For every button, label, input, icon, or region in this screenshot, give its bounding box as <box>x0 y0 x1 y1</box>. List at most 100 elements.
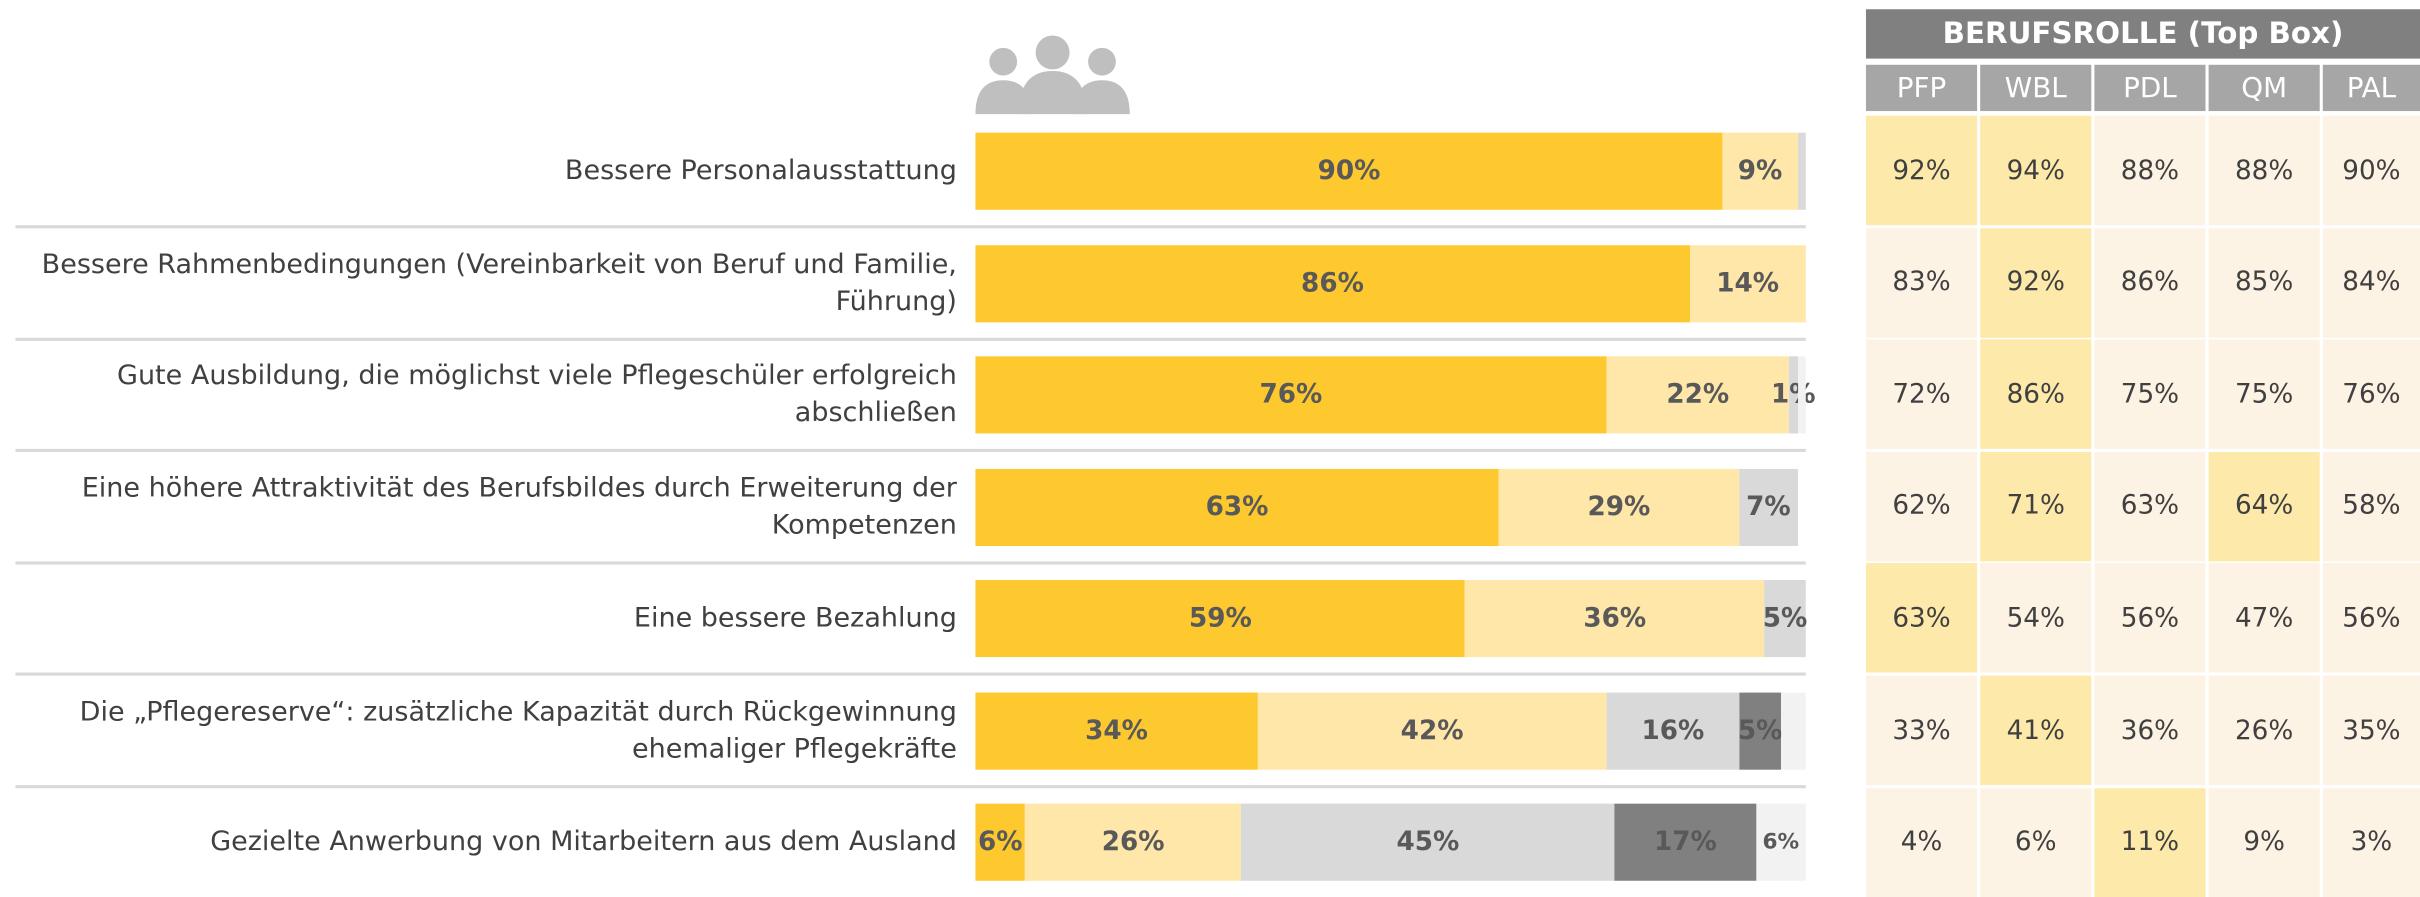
table-cell: 33% <box>1865 675 1978 786</box>
data-label: 42% <box>1400 714 1464 746</box>
category-label: Die „Pflegereserve“: zusätzliche Kapazit… <box>79 696 957 765</box>
table-cell: 54% <box>1980 563 2092 674</box>
bar-segment <box>975 356 1607 434</box>
data-label: 76% <box>1259 379 1323 411</box>
data-label: 1% <box>1771 379 1816 411</box>
table-cell: 63% <box>1865 563 1978 674</box>
table-cell: 71% <box>1980 451 2092 562</box>
bar-segment <box>1689 244 1806 322</box>
table-cell: 62% <box>1865 451 1978 562</box>
bar-segment <box>1739 468 1798 546</box>
bar-segment <box>1498 468 1740 546</box>
table-cell: 84% <box>2322 227 2420 338</box>
table-cell: 88% <box>2208 115 2320 226</box>
bar-segment <box>1722 132 1798 210</box>
category-label: Eine bessere Bezahlung <box>633 603 957 634</box>
bar-segment <box>975 244 1690 322</box>
bar-segment <box>1025 803 1242 881</box>
table-cell: 47% <box>2208 563 2320 674</box>
table-cell: 6% <box>1980 787 2092 897</box>
table-cell: 3% <box>2322 787 2420 897</box>
column-header: QM <box>2208 64 2320 112</box>
bar-segment <box>975 803 1026 881</box>
row-separator <box>15 784 1806 788</box>
table-cell: 4% <box>1865 787 1978 897</box>
bar-segment <box>975 132 1723 210</box>
column-header: PAL <box>2322 64 2420 112</box>
data-label: 16% <box>1641 714 1705 746</box>
data-label: 63% <box>1205 491 1269 523</box>
data-label: 90% <box>1317 155 1381 187</box>
row-separator <box>15 337 1806 341</box>
table-cell: 94% <box>1980 115 2092 226</box>
table-cell: 86% <box>2094 227 2206 338</box>
table-cell: 75% <box>2094 339 2206 450</box>
table-cell: 92% <box>1865 115 1978 226</box>
bar-segment <box>1614 803 1756 881</box>
row-separator <box>15 560 1806 564</box>
bar-segment <box>975 468 1499 546</box>
bar-segment <box>975 579 1466 658</box>
data-label: 59% <box>1188 603 1252 634</box>
table-cell: 41% <box>1980 675 2092 786</box>
column-header: PFP <box>1865 64 1978 112</box>
bar-segment <box>975 691 1258 769</box>
bar-segment <box>1789 356 1798 434</box>
data-label: 6% <box>1762 829 1800 855</box>
table-title: BERUFSROLLE (Top Box) <box>1865 9 2420 59</box>
table-cell: 86% <box>1980 339 2092 450</box>
data-label: 26% <box>1101 826 1165 858</box>
row-separator <box>15 672 1806 676</box>
row-separator <box>15 225 1806 229</box>
bar-segment <box>1241 803 1615 881</box>
table-cell: 90% <box>2322 115 2420 226</box>
data-label: 86% <box>1301 267 1364 299</box>
category-label: Gezielte Anwerbung von Mitarbeitern aus … <box>210 826 957 858</box>
table-cell: 11% <box>2094 787 2206 897</box>
table-cell: 85% <box>2208 227 2320 338</box>
data-label: 9% <box>1737 155 1783 187</box>
category-label: Eine höhere Attraktivität des Berufsbild… <box>81 472 957 541</box>
data-label: 5% <box>1762 603 1808 634</box>
table-cell: 56% <box>2322 563 2420 674</box>
bar-segment <box>1764 579 1806 658</box>
data-label: 17% <box>1653 826 1717 858</box>
table-cell: 88% <box>2094 115 2206 226</box>
column-header: PDL <box>2094 64 2206 112</box>
bar-segment <box>1606 356 1790 434</box>
data-label: 36% <box>1583 603 1647 634</box>
table-cell: 63% <box>2094 451 2206 562</box>
data-label: 6% <box>978 826 1023 858</box>
bar-segment <box>1257 691 1607 769</box>
data-label: 14% <box>1716 267 1780 299</box>
data-label: 45% <box>1396 826 1460 858</box>
bar-segment <box>1465 579 1765 658</box>
table-cell: 9% <box>2208 787 2320 897</box>
bar-segment <box>1797 356 1806 434</box>
category-label: Bessere Personalausstattung <box>564 155 957 187</box>
table-cell: 58% <box>2322 451 2420 562</box>
table-cell: 76% <box>2322 339 2420 450</box>
bar-segment <box>1780 691 1806 769</box>
bar-segment <box>1755 803 1806 881</box>
bar-segment <box>1606 691 1740 769</box>
row-separator <box>15 448 1806 452</box>
table-cell: 72% <box>1865 339 1978 450</box>
table-cell: 92% <box>1980 227 2092 338</box>
table-cell: 64% <box>2208 451 2320 562</box>
category-label: Bessere Rahmenbedingungen (Vereinbarkeit… <box>41 249 957 317</box>
data-label: 34% <box>1085 714 1148 746</box>
data-label: 5% <box>1737 714 1783 746</box>
data-label: 22% <box>1666 379 1730 411</box>
table-cell: 35% <box>2322 675 2420 786</box>
data-label: 7% <box>1746 491 1791 523</box>
people-icon <box>975 35 1130 115</box>
table-cell: 75% <box>2208 339 2320 450</box>
table-cell: 36% <box>2094 675 2206 786</box>
table-cell: 83% <box>1865 227 1978 338</box>
table-cell: 56% <box>2094 563 2206 674</box>
column-header: WBL <box>1980 64 2092 112</box>
category-label: Gute Ausbildung, die möglichst viele Pfl… <box>117 360 957 429</box>
bar-segment <box>1797 132 1806 210</box>
